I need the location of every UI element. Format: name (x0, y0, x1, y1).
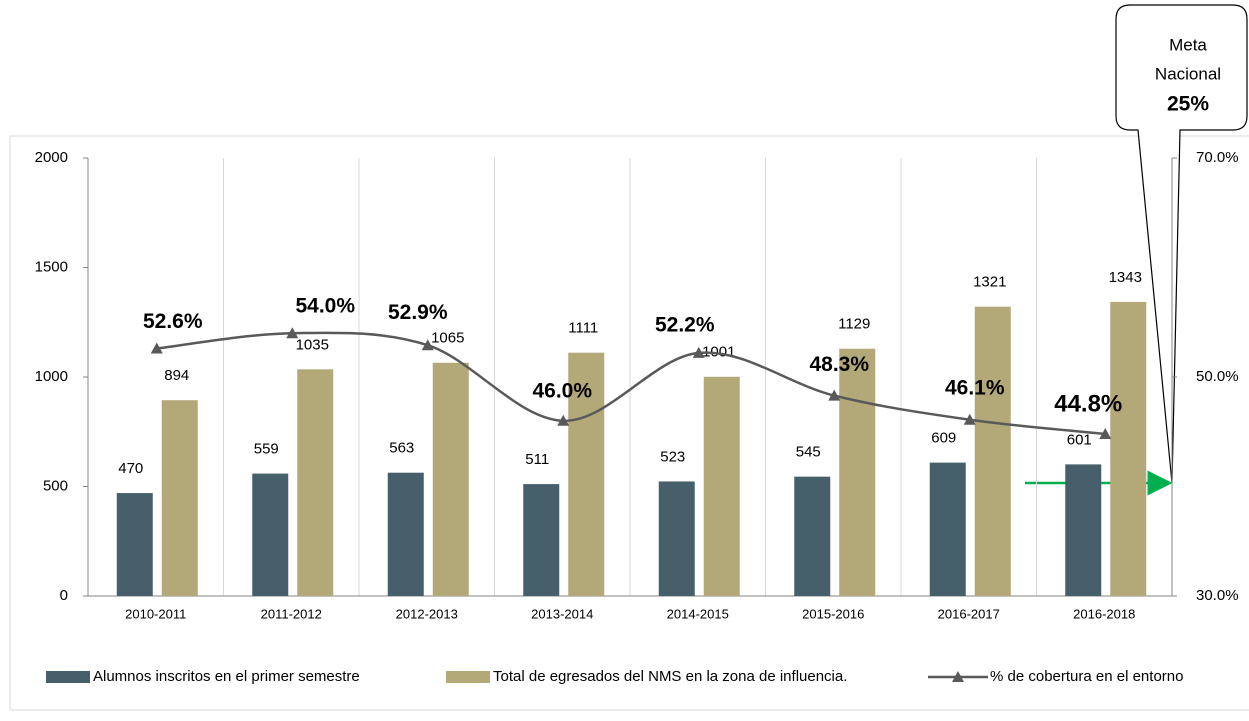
y2-tick-label: 50.0% (1196, 368, 1239, 385)
legend-swatch (46, 671, 90, 683)
bar-label: 1343 (1109, 269, 1142, 286)
bar (1110, 301, 1147, 596)
bar (432, 362, 469, 596)
bar-label: 1321 (973, 274, 1006, 291)
bar (1065, 464, 1102, 596)
marker (150, 342, 163, 354)
legend-label: Alumnos inscritos en el primer semestre (93, 668, 360, 685)
bar (387, 472, 424, 596)
marker (828, 389, 841, 401)
marker (1099, 427, 1112, 439)
marker (286, 327, 299, 339)
legend-label: Total de egresados del NMS en la zona de… (493, 668, 847, 685)
bar (161, 400, 198, 596)
line-label: 48.3% (809, 353, 869, 376)
x-tick-label: 2013-2014 (531, 606, 593, 621)
y-tick-label: 1000 (35, 368, 68, 385)
line-label: 52.6% (143, 310, 203, 333)
callout (1115, 4, 1248, 484)
x-tick-label: 2010-2011 (125, 606, 186, 621)
legend-swatch (446, 671, 490, 683)
bar-label: 1065 (431, 330, 464, 347)
bar-label: 601 (1067, 431, 1092, 448)
marker (557, 414, 570, 426)
bar (252, 473, 289, 596)
bar (929, 462, 966, 596)
bar-label: 1035 (296, 336, 329, 353)
bar-label: 523 (660, 448, 685, 465)
bar (568, 352, 605, 596)
bar-label: 563 (389, 440, 414, 457)
x-tick-label: 2015-2016 (802, 606, 864, 621)
annotation: Nacional (1155, 64, 1221, 83)
y-tick-label: 2000 (35, 149, 68, 166)
x-tick-label: 2012-2013 (396, 606, 458, 621)
bar-label: 1111 (568, 320, 598, 337)
bar (297, 369, 334, 596)
bar-label: 894 (164, 367, 189, 384)
annotation: 25% (1167, 93, 1209, 116)
y2-tick-label: 70.0% (1196, 149, 1239, 166)
bar (703, 376, 740, 596)
y-tick-label: 500 (43, 477, 68, 494)
bar-label: 609 (931, 430, 956, 447)
line-label: 46.1% (945, 376, 1005, 399)
x-tick-label: 2016-2017 (938, 606, 1000, 621)
annotation: Meta (1169, 35, 1207, 54)
bar (794, 476, 831, 596)
y-tick-label: 1500 (35, 258, 68, 275)
x-tick-label: 2011-2012 (261, 606, 322, 621)
bar-label: 559 (254, 441, 279, 458)
bar (116, 493, 153, 596)
marker (421, 339, 434, 351)
bar-label: 470 (118, 460, 143, 477)
line-label: 46.0% (532, 379, 592, 402)
line-label: 52.2% (655, 313, 715, 336)
bar (974, 306, 1011, 596)
line-label: 44.8% (1054, 390, 1122, 417)
marker (963, 413, 976, 425)
x-tick-label: 2014-2015 (667, 606, 729, 621)
x-tick-label: 2016-2018 (1073, 606, 1135, 621)
bar (658, 481, 695, 596)
line-label: 52.9% (388, 301, 448, 324)
bar (523, 484, 560, 596)
chart-border (9, 135, 1249, 711)
bar (839, 348, 876, 596)
bar-label: 511 (525, 451, 549, 468)
line-label: 54.0% (295, 295, 355, 318)
bar-label: 545 (796, 444, 821, 461)
y-tick-label: 0 (60, 587, 68, 604)
marker (692, 346, 705, 358)
y2-tick-label: 30.0% (1196, 587, 1239, 604)
line (156, 331, 1106, 436)
bar-label: 1129 (838, 316, 870, 333)
legend-marker (952, 671, 964, 682)
legend-label: % de cobertura en el entorno (990, 668, 1183, 685)
